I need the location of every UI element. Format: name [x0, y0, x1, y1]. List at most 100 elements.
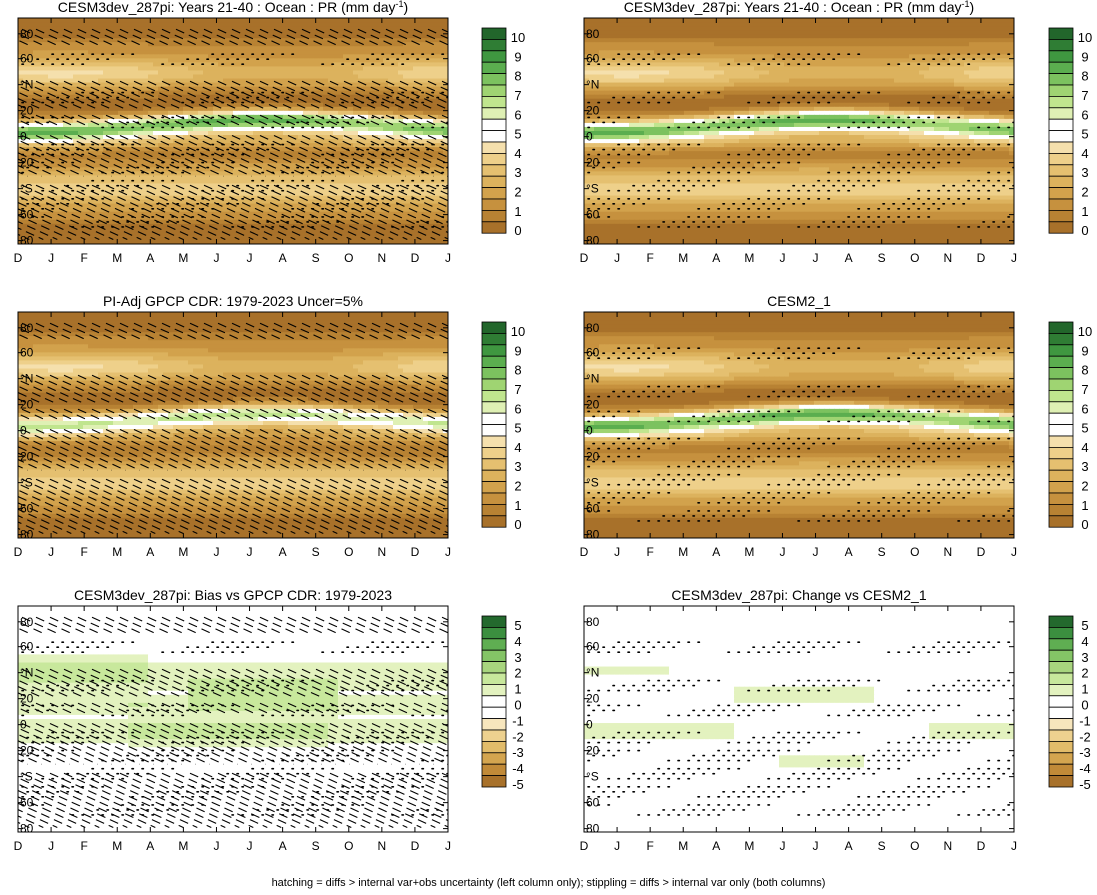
x-tick-label: S: [312, 545, 320, 559]
colorbar-box: [1048, 332, 1074, 346]
x-tick-label: O: [910, 545, 919, 559]
colorbar-label: 2: [1081, 185, 1088, 200]
stippling: [587, 53, 1014, 228]
colorbar-label: 9: [514, 343, 521, 358]
y-tick-label: °N: [20, 666, 33, 680]
panel-title: CESM3dev_287pi: Years 21-40 : Ocean : PR…: [624, 0, 974, 15]
colorbar-label: 2: [1081, 666, 1088, 681]
colorbar-box: [481, 515, 507, 528]
y-tick-label: 20: [586, 744, 600, 758]
colorbar-box: [1048, 84, 1074, 97]
colorbar-label: 2: [514, 479, 521, 494]
y-tick-label: 60: [20, 52, 34, 66]
colorbar-box: [1048, 355, 1074, 369]
colorbar-box: [481, 355, 507, 369]
colorbar-label: 10: [1078, 324, 1092, 339]
colorbar-box: [481, 649, 507, 663]
colorbar-label: 5: [514, 127, 521, 142]
overlay-p6: [587, 641, 1014, 816]
plot-frame: [583, 311, 1015, 539]
hatching: [18, 322, 448, 535]
colorbar-box: [1048, 718, 1074, 731]
x-tick-label: J: [213, 839, 219, 853]
colorbar-box: [481, 175, 507, 188]
x-tick-label: A: [845, 839, 853, 853]
colorbar-label: 3: [514, 165, 521, 180]
y-tick-label: 60: [586, 796, 600, 810]
x-tick-label: M: [744, 545, 754, 559]
colorbar-label: 6: [1081, 107, 1088, 122]
x-tick-label: N: [378, 839, 387, 853]
colorbar-box: [1048, 481, 1074, 494]
colorbar-label: 5: [514, 421, 521, 436]
x-tick-label: J: [813, 839, 819, 853]
colorbar-label: 0: [1081, 517, 1088, 532]
colorbar-box: [1048, 649, 1074, 663]
x-tick-label: J: [614, 545, 620, 559]
field-p6: [584, 606, 1014, 832]
colorbar-box: [1048, 763, 1074, 777]
colorbar-box: [481, 50, 507, 63]
y-tick-label: 60: [20, 796, 34, 810]
colorbar-box: [1048, 50, 1074, 63]
y-tick-label: °S: [20, 770, 33, 784]
colorbar-box: [481, 503, 507, 517]
plot-frame: [583, 17, 1015, 245]
colorbar-box: [481, 458, 507, 471]
colorbar-box: [1048, 164, 1074, 177]
stippling: [21, 53, 448, 228]
colorbar-box: [1048, 672, 1074, 685]
colorbar-box: [481, 775, 507, 788]
plot-frame: [583, 605, 1015, 833]
y-tick-label: 20: [586, 398, 600, 412]
y-tick-label: °S: [20, 476, 33, 490]
colorbar-box: [481, 729, 507, 742]
y-tick-label: 60: [20, 502, 34, 516]
colorbar-box: [481, 401, 507, 414]
x-tick-label: N: [378, 251, 387, 265]
panel-p1: D J F M A M J J A S O N D J8060°N20020°S6080CESM3dev_…: [14, 0, 526, 265]
colorbar-box: [1048, 615, 1074, 628]
x-tick-label: J: [1011, 545, 1017, 559]
colorbar-label: 3: [1081, 459, 1088, 474]
colorbar-box: [1048, 741, 1074, 754]
x-tick-label: J: [247, 839, 253, 853]
colorbar-box: [1048, 661, 1074, 674]
x-tick-label: M: [744, 839, 754, 853]
colorbar-label: 7: [514, 382, 521, 397]
colorbar-box: [1048, 152, 1074, 166]
colorbar-box: [481, 412, 507, 426]
x-tick-label: J: [48, 545, 54, 559]
colorbar-box: [1048, 321, 1074, 334]
x-tick-label: S: [878, 251, 886, 265]
colorbar-box: [481, 198, 507, 211]
x-tick-label: N: [944, 839, 953, 853]
colorbar-box: [1048, 401, 1074, 414]
colorbar-box: [1048, 96, 1074, 109]
y-tick-label: 60: [586, 346, 600, 360]
x-tick-label: J: [445, 545, 451, 559]
y-tick-label: 20: [586, 450, 600, 464]
y-tick-label: 20: [20, 692, 34, 706]
colorbar-label: 8: [514, 69, 521, 84]
x-tick-label: M: [678, 545, 688, 559]
x-tick-label: J: [614, 839, 620, 853]
x-tick-label: D: [580, 251, 589, 265]
x-tick-label: J: [445, 839, 451, 853]
panel-p4: D J F M A M J J A S O N D J8060°N20020°S6080CESM2_110…: [580, 293, 1093, 559]
colorbar-box: [481, 96, 507, 109]
y-tick-label: °N: [586, 666, 599, 680]
colorbar-box: [1048, 107, 1074, 120]
x-tick-label: J: [813, 545, 819, 559]
y-tick-label: 20: [20, 744, 34, 758]
colorbar-box: [1048, 198, 1074, 211]
plot-frame: [17, 605, 449, 833]
colorbar-label: 10: [511, 324, 525, 339]
colorbar-label: 5: [1081, 618, 1088, 633]
y-tick-label: 0: [586, 718, 593, 732]
panel-p6: D J F M A M J J A S O N D J8060°N20020°S6080CESM3dev_…: [580, 587, 1091, 853]
colorbar-box: [1048, 61, 1074, 75]
x-tick-label: O: [344, 839, 353, 853]
